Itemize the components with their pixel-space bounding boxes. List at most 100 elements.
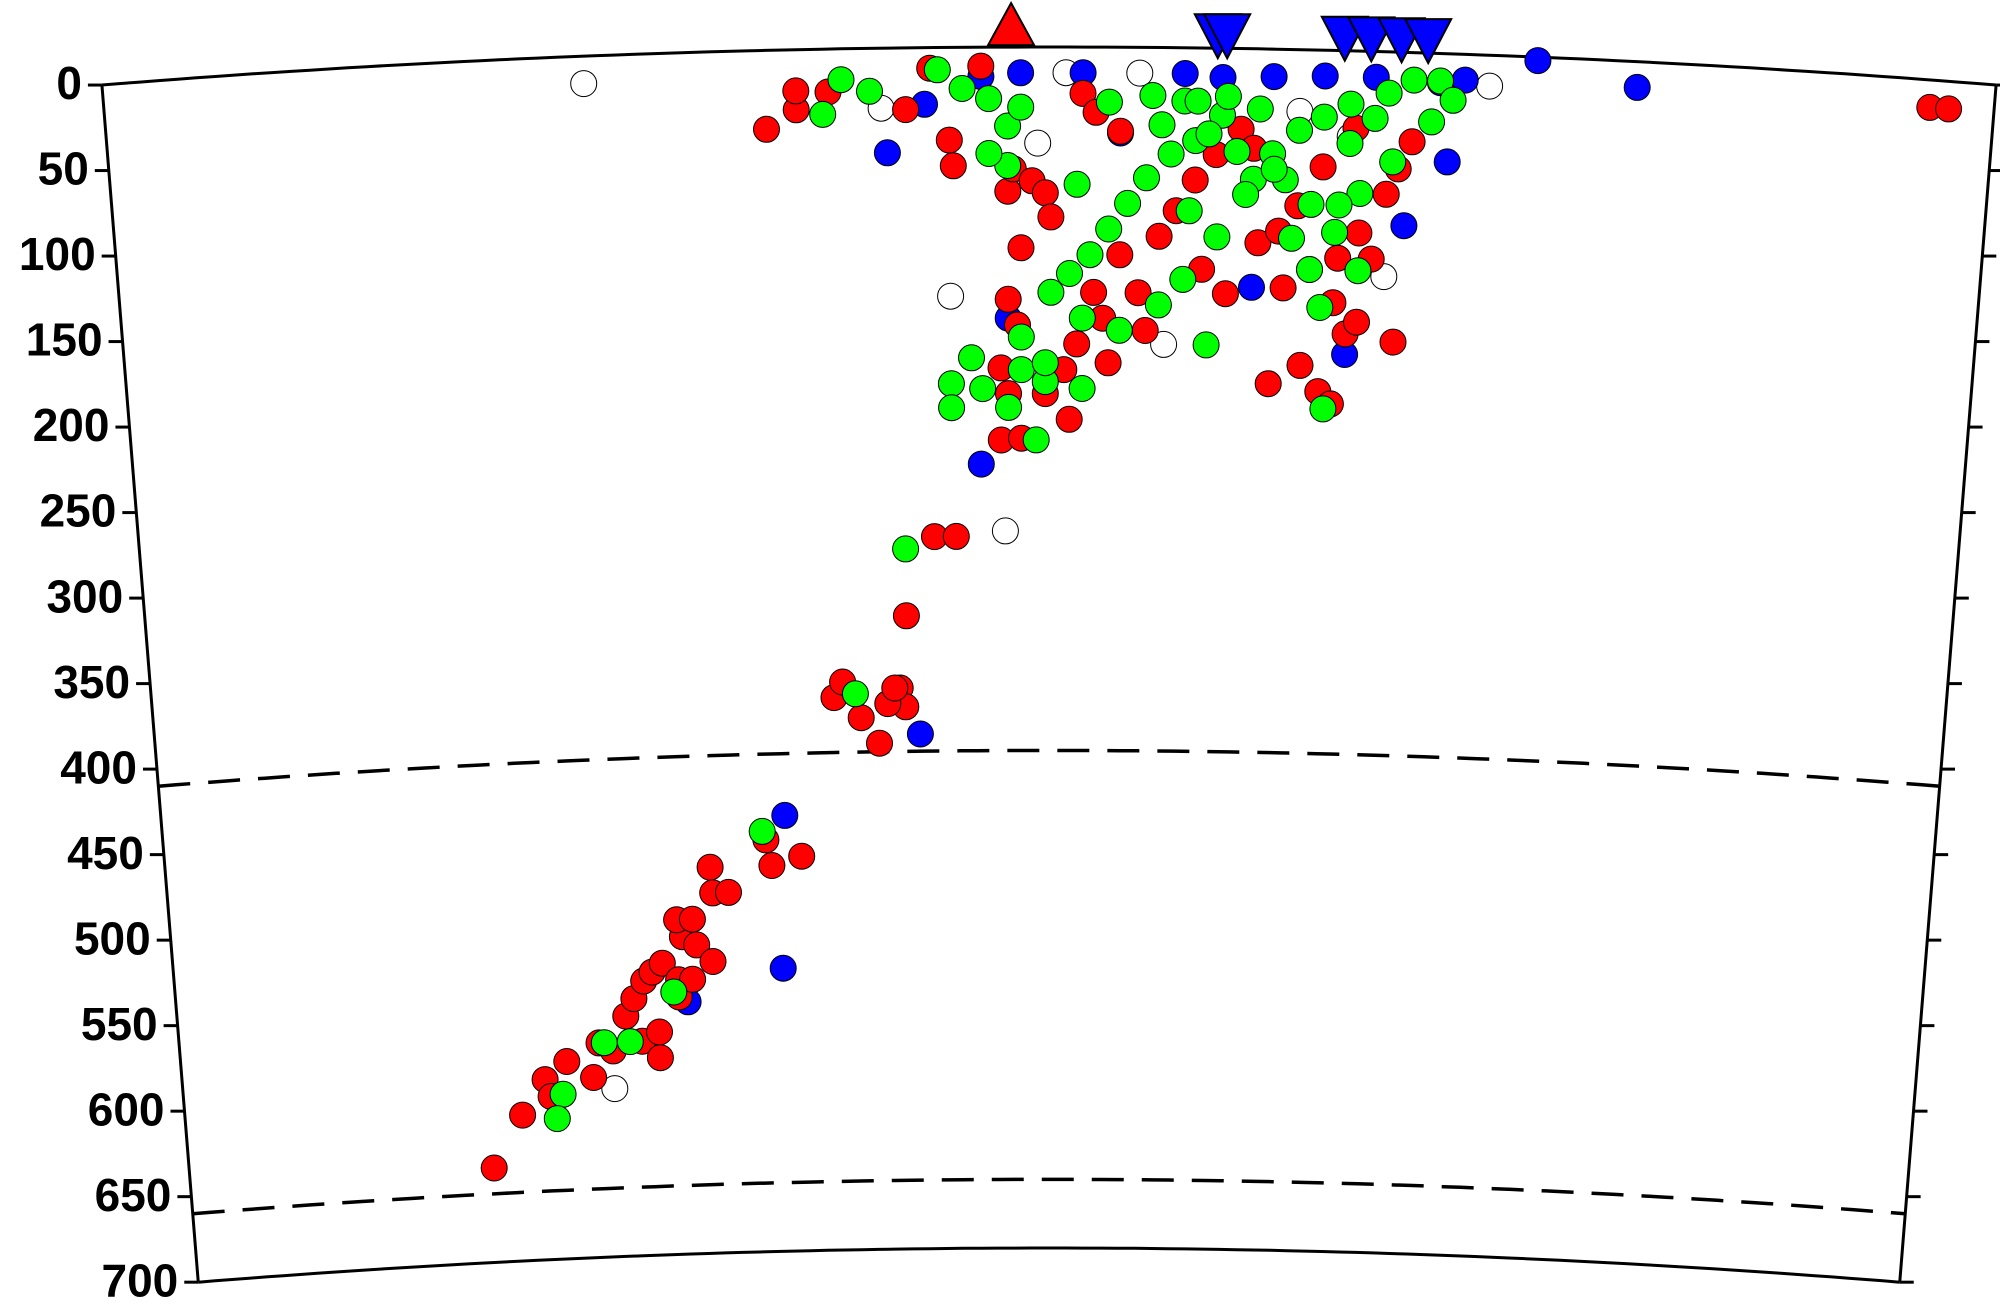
event-point — [1260, 155, 1288, 183]
event-point — [660, 978, 688, 1006]
event-point — [1306, 294, 1334, 321]
event-point — [1476, 72, 1504, 100]
event-point — [1310, 103, 1338, 131]
event-point — [1254, 370, 1282, 398]
event-point — [1007, 59, 1035, 87]
event-point — [748, 817, 776, 845]
event-point — [1375, 79, 1403, 107]
event-point — [1372, 180, 1400, 208]
event-point — [827, 66, 855, 94]
event-point — [782, 77, 810, 105]
event-point — [1169, 265, 1197, 293]
event-point — [1345, 219, 1373, 247]
event-point — [1131, 317, 1159, 344]
event-point — [1157, 140, 1185, 168]
event-point — [1007, 93, 1035, 121]
event-point — [1184, 87, 1212, 115]
event-point — [967, 52, 995, 80]
event-point — [1321, 218, 1349, 246]
event-point — [1094, 349, 1122, 377]
event-point — [1175, 197, 1203, 225]
event-point — [873, 139, 901, 167]
frame-bottom — [198, 1246, 1900, 1284]
event-point — [847, 704, 875, 732]
event-point — [1124, 279, 1152, 307]
event-point — [1148, 111, 1176, 139]
event-point — [1080, 278, 1108, 306]
event-point — [1214, 82, 1242, 110]
station-marker — [1202, 13, 1252, 61]
event-point — [1297, 190, 1325, 218]
event-point — [1211, 280, 1239, 308]
event-point — [969, 375, 997, 403]
event-point — [1069, 79, 1097, 107]
event-point — [1524, 47, 1552, 75]
event-point — [616, 1028, 644, 1056]
event-point — [1336, 130, 1364, 157]
event-point — [1223, 138, 1251, 165]
event-point — [769, 954, 797, 982]
event-point — [994, 285, 1022, 313]
event-point — [1433, 148, 1461, 176]
event-point — [683, 931, 711, 959]
event-point — [935, 126, 963, 154]
event-point — [1286, 116, 1313, 144]
event-point — [1343, 308, 1370, 336]
event-point — [1181, 166, 1209, 194]
event-point — [1095, 88, 1123, 116]
event-point — [580, 1064, 608, 1091]
event-point — [646, 1044, 674, 1072]
event-point — [967, 450, 995, 478]
event-point — [788, 842, 816, 870]
event-point — [1203, 223, 1231, 251]
event-point — [648, 949, 676, 977]
event-point — [938, 394, 966, 422]
volcano-marker — [986, 1, 1036, 47]
y-tick-label: 650 — [95, 1169, 172, 1221]
event-point — [892, 602, 920, 630]
event-point — [975, 140, 1003, 167]
event-point — [1192, 331, 1220, 359]
event-point — [809, 100, 837, 128]
event-point — [679, 965, 707, 993]
event-point — [1007, 356, 1035, 384]
event-point — [1278, 224, 1305, 252]
event-point — [1296, 256, 1323, 283]
event-point — [1031, 179, 1059, 207]
y-tick-label: 250 — [40, 485, 117, 537]
event-point — [480, 1154, 508, 1182]
event-point — [1623, 73, 1651, 101]
event-point — [1427, 67, 1454, 95]
event-point — [995, 393, 1023, 421]
y-tick-label: 350 — [53, 656, 130, 708]
y-tick-label: 50 — [38, 143, 89, 195]
event-point — [590, 1029, 618, 1057]
event-point — [1195, 120, 1223, 148]
event-point — [1007, 234, 1035, 262]
event-point — [509, 1101, 537, 1129]
frame-top — [101, 45, 1997, 87]
event-point — [1238, 273, 1265, 301]
event-point — [1107, 117, 1134, 145]
event-point — [1325, 191, 1353, 219]
event-point — [771, 801, 799, 829]
event-point — [856, 77, 883, 105]
event-point — [1068, 304, 1096, 332]
event-point — [841, 680, 869, 708]
discontinuity-line — [158, 748, 1940, 788]
y-tick-label: 300 — [46, 570, 123, 622]
event-point — [958, 344, 985, 372]
event-point — [923, 56, 951, 84]
event-point — [892, 96, 920, 124]
event-point — [1106, 241, 1134, 269]
event-point — [881, 674, 909, 702]
event-point — [715, 878, 742, 906]
event-point — [570, 70, 598, 98]
event-point — [994, 112, 1022, 140]
event-point — [994, 177, 1022, 205]
event-point — [991, 517, 1019, 545]
event-point — [1379, 328, 1407, 356]
event-point — [1007, 323, 1035, 351]
event-point — [1361, 104, 1389, 132]
event-point — [1139, 82, 1167, 109]
